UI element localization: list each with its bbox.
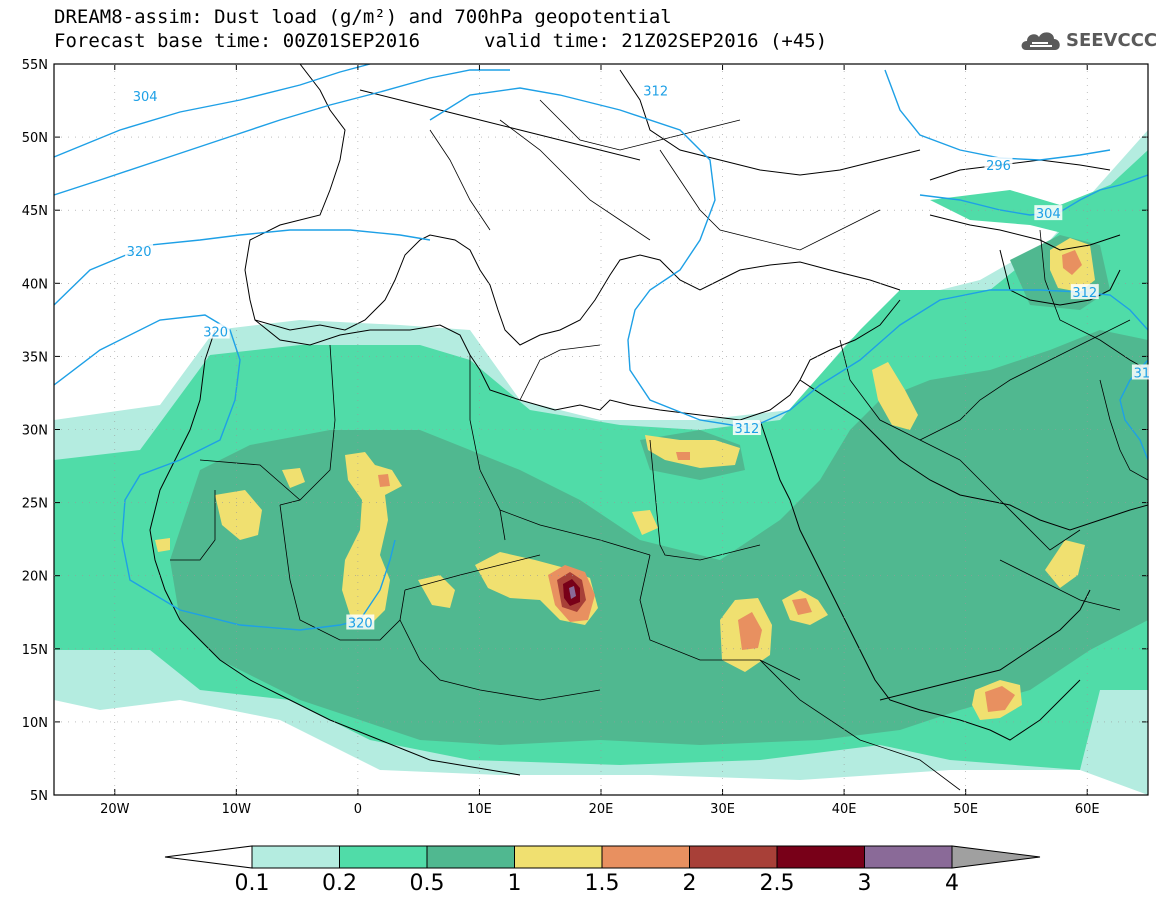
colorbar-label: 3	[858, 871, 872, 896]
lat-label: 50N	[22, 131, 48, 146]
colorbar-box	[864, 845, 953, 869]
lon-label: 50E	[953, 802, 978, 817]
contour-label-bg	[201, 323, 230, 339]
contour-label-bg	[131, 88, 160, 104]
forecast-base-time: Forecast base time: 00Z01SEP2016	[54, 30, 421, 52]
lon-label: 10E	[467, 802, 492, 817]
lon-label: 20W	[100, 802, 130, 817]
seevccc-logo: SEEVCCC	[1018, 26, 1158, 56]
lon-label: 40E	[832, 802, 857, 817]
contour-label-bg	[732, 420, 761, 436]
lat-label: 30N	[22, 424, 48, 439]
colorbar-box	[689, 845, 778, 869]
contour-label: 320	[348, 616, 373, 631]
colorbar-box	[339, 845, 428, 869]
colorbar-label: 4	[945, 871, 959, 896]
lat-label: 35N	[22, 350, 48, 365]
lon-label: 30E	[710, 802, 735, 817]
contour-label: 320	[203, 326, 228, 341]
contour-label-bg	[1070, 284, 1099, 300]
contour-label: 31	[1134, 366, 1151, 381]
lat-label: 10N	[22, 716, 48, 731]
colorbar-min-arrow	[164, 845, 253, 869]
lat-label: 45N	[22, 204, 48, 219]
colorbar-box	[601, 845, 690, 869]
geopotential-contours	[54, 64, 1148, 631]
contour-label: 312	[734, 422, 759, 437]
gridlines	[54, 64, 1148, 795]
colorbar-box	[776, 845, 865, 869]
colorbar-label: 1.5	[585, 871, 620, 896]
colorbar-max-arrow	[951, 845, 1041, 869]
lat-label: 25N	[22, 497, 48, 512]
lat-label: 40N	[22, 277, 48, 292]
logo-text: SEEVCCC	[1066, 30, 1158, 51]
contour-label-bg	[1131, 364, 1152, 380]
lat-label: 20N	[22, 570, 48, 585]
colorbar-label: 0.5	[410, 871, 445, 896]
lon-label: 60E	[1075, 802, 1100, 817]
lat-label: 5N	[30, 789, 48, 804]
longitude-labels: 20W 10W 0 10E 20E 30E 40E 50E 60E	[100, 802, 1100, 817]
colorbar-label: 0.2	[322, 871, 357, 896]
cloud-icon	[1021, 32, 1060, 50]
coastlines	[149, 64, 1148, 776]
colorbar-label: 2.5	[760, 871, 795, 896]
valid-time: valid time: 21Z02SEP2016 (+45)	[484, 30, 828, 52]
contour-label-bg	[125, 243, 154, 259]
map-title: DREAM8-assim: Dust load (g/m²) and 700hP…	[54, 6, 672, 28]
borders	[170, 99, 1148, 791]
colorbar-label: 0.1	[235, 871, 270, 896]
latitude-labels: 55N 50N 45N 40N 35N 30N 25N 20N 15N 10N 5N	[22, 58, 48, 804]
colorbar: 0.1 0.2 0.5 1 1.5 2 2.5 3 4	[164, 845, 1041, 896]
contour-label-bg	[984, 156, 1013, 172]
contour-label-bg	[1034, 205, 1063, 221]
lon-label: 10W	[222, 802, 252, 817]
lon-label: 0	[354, 802, 362, 817]
contour-labels: 304 312 296 304 320 320 312 31 312 320	[125, 82, 1152, 631]
dust-fields	[54, 130, 1148, 795]
contour-label-bg	[641, 82, 670, 98]
colorbar-label: 2	[683, 871, 697, 896]
contour-label-bg	[346, 614, 375, 630]
contour-label: 304	[133, 90, 158, 105]
colorbar-box	[251, 845, 340, 869]
contour-label: 304	[1036, 207, 1061, 222]
contour-label: 312	[643, 84, 668, 99]
contour-label: 296	[986, 159, 1011, 174]
contour-label: 312	[1072, 286, 1097, 301]
contour-label: 320	[127, 245, 152, 260]
lat-label: 15N	[22, 643, 48, 658]
lat-label: 55N	[22, 58, 48, 73]
colorbar-box	[426, 845, 515, 869]
lon-label: 20E	[589, 802, 614, 817]
colorbar-box	[514, 845, 603, 869]
colorbar-label: 1	[508, 871, 522, 896]
